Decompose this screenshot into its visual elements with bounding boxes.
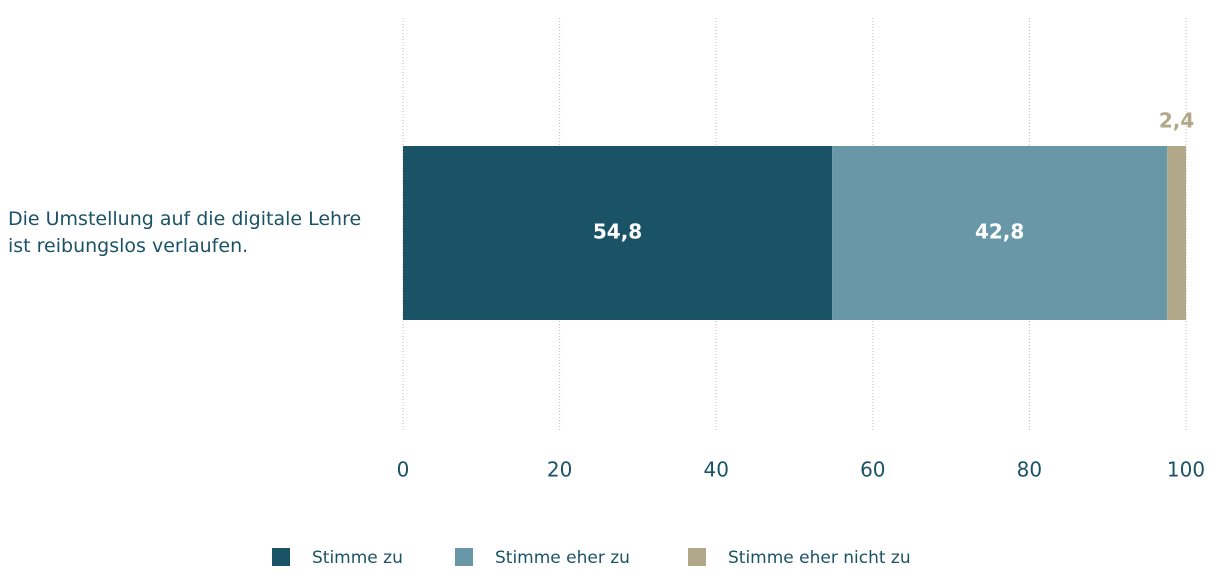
x-tick-label: 100: [1167, 458, 1205, 482]
bar-segment: [832, 146, 1168, 320]
value-label: 2,4: [1159, 109, 1194, 133]
x-tick-label: 40: [703, 458, 728, 482]
x-tick-label: 20: [547, 458, 572, 482]
category-label: Die Umstellung auf die digitale Lehre is…: [8, 208, 362, 257]
x-tick-label: 0: [397, 458, 410, 482]
x-tick-label: 60: [860, 458, 885, 482]
x-tick-label: 80: [1017, 458, 1042, 482]
legend-label: Stimme zu: [312, 548, 403, 568]
legend-label: Stimme eher zu: [495, 548, 630, 568]
value-label: 42,8: [975, 220, 1024, 244]
legend-swatch: [688, 548, 706, 566]
legend-label: Stimme eher nicht zu: [728, 548, 911, 568]
bar-segment: [1167, 146, 1186, 320]
legend-swatch: [272, 548, 290, 566]
value-label: 54,8: [593, 220, 642, 244]
bar-segment: [403, 146, 833, 320]
legend-swatch: [455, 548, 473, 566]
